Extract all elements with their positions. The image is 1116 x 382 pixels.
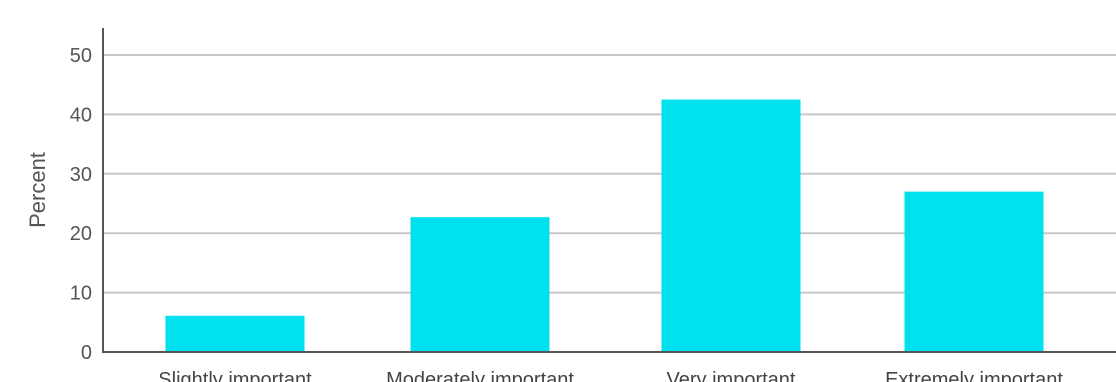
x-category-label: Very important [667,369,796,382]
bar [904,191,1044,352]
x-category-label: Extremely important [885,369,1063,382]
y-tick-label: 0 [81,342,92,364]
x-category-label: Moderately important [386,369,574,382]
bar [165,315,305,352]
y-tick-label: 20 [70,223,92,245]
bar [410,217,550,352]
y-tick-label: 10 [70,283,92,305]
x-category-labels: Slightly important Moderately important Ve… [158,369,1063,382]
y-axis-label: Percent [25,152,50,228]
x-category-label: Slightly important [158,369,312,382]
bar [661,99,801,352]
y-tick-label: 30 [70,164,92,186]
y-tick-label: 50 [70,45,92,67]
y-tick-label: 40 [70,104,92,126]
y-tick-labels: 0 10 20 30 40 50 [70,45,92,364]
bars [165,99,1044,352]
axes [102,28,1116,353]
